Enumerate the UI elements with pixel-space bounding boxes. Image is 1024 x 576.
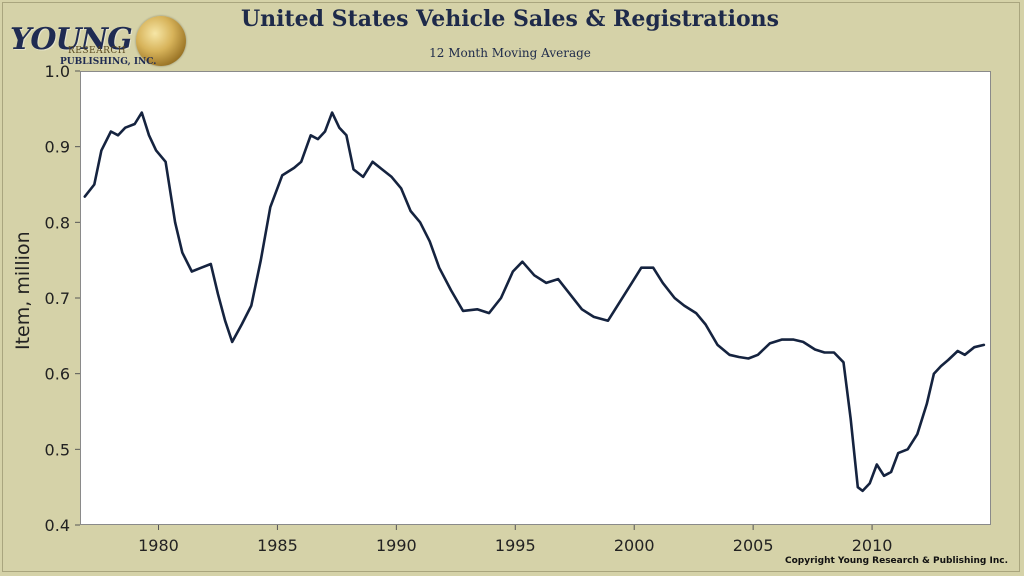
logo-wordmark: YOUNG (10, 22, 133, 57)
x-tick-label: 1980 (138, 536, 179, 555)
chart-title: United States Vehicle Sales & Registrati… (240, 6, 780, 32)
x-tick-label: 1990 (376, 536, 417, 555)
x-tick-label: 2010 (852, 536, 893, 555)
x-tick-label: 2005 (733, 536, 774, 555)
y-tick-label: 0.4 (45, 516, 70, 535)
company-logo: YOUNG RESEARCH PUBLISHING, INC. (10, 14, 186, 70)
y-tick-label: 0.6 (45, 365, 70, 384)
y-tick-label: 0.9 (45, 138, 70, 157)
plot-area (80, 71, 991, 525)
series-line-1 (83, 111, 986, 493)
x-tick-label: 1995 (495, 536, 536, 555)
copyright-text: Copyright Young Research & Publishing In… (785, 556, 1008, 566)
logo-line-publishing: PUBLISHING, INC. (60, 57, 157, 67)
y-tick-label: 1.0 (45, 62, 70, 81)
y-tick-label: 0.7 (45, 289, 70, 308)
y-tick-label: 0.5 (45, 440, 70, 459)
x-tick-label: 1985 (257, 536, 298, 555)
x-tick-label: 2000 (614, 536, 655, 555)
logo-line-research: RESEARCH (68, 46, 127, 56)
chart-subtitle: 12 Month Moving Average (429, 46, 591, 60)
y-tick-label: 0.8 (45, 213, 70, 232)
globe-icon (136, 16, 186, 66)
